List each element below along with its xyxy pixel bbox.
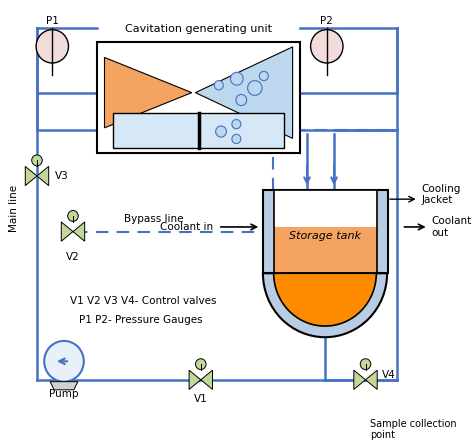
Text: V3: V3 [55,171,69,181]
Text: Coolant in: Coolant in [160,222,213,232]
Circle shape [236,95,246,106]
Circle shape [214,80,223,90]
Polygon shape [61,222,73,241]
Polygon shape [195,47,292,138]
Text: Main line: Main line [9,185,18,232]
Circle shape [36,30,68,63]
Polygon shape [25,166,37,186]
Bar [273,190,377,227]
Circle shape [216,126,227,137]
Circle shape [196,359,206,370]
Text: Pump: Pump [49,389,79,399]
Text: V4: V4 [382,370,395,380]
Circle shape [230,72,243,85]
Circle shape [68,210,78,221]
Text: Cavitation generating unit: Cavitation generating unit [125,24,272,34]
Circle shape [232,134,241,144]
Circle shape [44,341,84,381]
Circle shape [232,119,241,129]
Text: Storage tank: Storage tank [289,231,361,241]
Circle shape [310,30,343,63]
Wedge shape [263,273,387,337]
Text: Cooling
Jacket: Cooling Jacket [421,184,461,206]
Polygon shape [365,370,377,389]
Text: Bypass line: Bypass line [124,214,184,224]
Polygon shape [354,370,365,389]
Bar [113,113,283,148]
Circle shape [247,80,262,95]
Circle shape [32,155,42,166]
Bar [273,227,377,273]
Wedge shape [273,273,376,326]
Text: V1: V1 [194,394,208,404]
Polygon shape [201,370,212,389]
Text: P1 P2- Pressure Gauges: P1 P2- Pressure Gauges [79,315,203,324]
Text: V1 V2 V3 V4- Control valves: V1 V2 V3 V4- Control valves [70,296,217,306]
Polygon shape [73,222,85,241]
Circle shape [259,71,268,80]
Bar [97,42,300,153]
Text: V2: V2 [66,252,80,262]
Text: Coolant
out: Coolant out [431,216,472,238]
Circle shape [360,359,371,370]
Polygon shape [50,381,78,390]
Text: P2: P2 [320,16,333,26]
Bar [263,190,388,273]
Text: P1: P1 [46,16,59,26]
Text: Sample collection
point: Sample collection point [370,419,456,440]
Polygon shape [104,57,192,128]
Polygon shape [37,166,49,186]
Bar [273,190,377,273]
Polygon shape [189,370,201,389]
